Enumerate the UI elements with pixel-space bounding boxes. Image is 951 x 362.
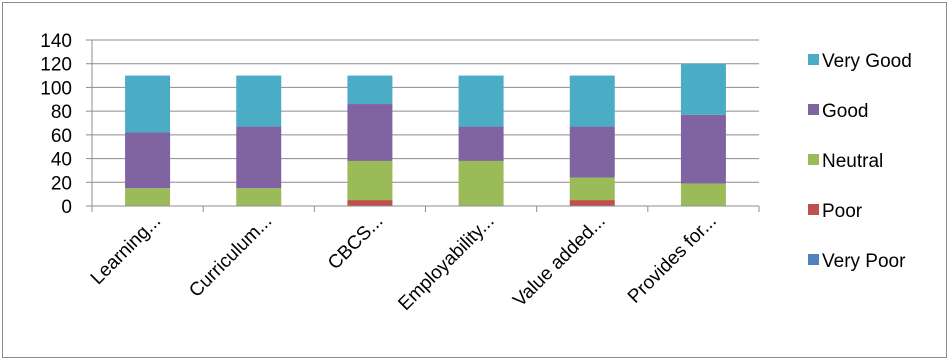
x-category-label: Employability... bbox=[394, 211, 498, 315]
y-tick-label: 20 bbox=[51, 173, 72, 194]
legend-label: Very Poor bbox=[822, 251, 906, 272]
bar-segment-good bbox=[569, 126, 615, 178]
bar-segment-neutral bbox=[236, 188, 282, 206]
y-tick-label: 140 bbox=[40, 31, 72, 52]
x-category-label: Curriculum... bbox=[185, 211, 276, 302]
bar-segment-poor bbox=[347, 200, 393, 206]
y-tick-label: 60 bbox=[51, 126, 72, 147]
bar-segment-neutral bbox=[680, 183, 726, 206]
bar-segment-good bbox=[125, 132, 171, 189]
bar-segment-neutral bbox=[458, 160, 504, 206]
y-tick-label: 0 bbox=[61, 197, 72, 218]
bar-segment-very-good bbox=[458, 75, 504, 127]
bar-segment-poor bbox=[569, 200, 615, 206]
bars bbox=[125, 63, 726, 206]
x-category-label: Provides for... bbox=[624, 211, 721, 308]
bar-segment-very-good bbox=[236, 75, 282, 127]
bar-segment-good bbox=[236, 126, 282, 189]
bar-segment-very-good bbox=[569, 75, 615, 127]
legend-label: Poor bbox=[822, 201, 863, 222]
legend-swatch bbox=[808, 104, 819, 115]
legend-swatch bbox=[808, 254, 819, 265]
bar-segment-good bbox=[347, 104, 393, 161]
gridlines bbox=[92, 39, 759, 183]
bar-segment-very-good bbox=[680, 63, 726, 115]
legend: Very Good Good Neutral Poor Very Poor bbox=[808, 51, 912, 272]
y-tick-label: 120 bbox=[40, 55, 72, 76]
x-category-label: Value added... bbox=[509, 211, 610, 312]
y-tick-label: 100 bbox=[40, 78, 72, 99]
legend-swatch bbox=[808, 54, 819, 65]
legend-label: Good bbox=[822, 101, 868, 122]
x-category-label: Learning... bbox=[87, 211, 165, 289]
legend-label: Neutral bbox=[822, 151, 883, 172]
legend-label: Very Good bbox=[822, 51, 912, 72]
x-category-label: CBCS... bbox=[324, 211, 387, 274]
legend-swatch bbox=[808, 204, 819, 215]
y-tick-label: 80 bbox=[51, 102, 72, 123]
bar-segment-neutral bbox=[569, 177, 615, 201]
bar-segment-neutral bbox=[125, 188, 171, 206]
bar-segment-good bbox=[680, 114, 726, 184]
bar-segment-neutral bbox=[347, 160, 393, 201]
bar-segment-very-good bbox=[125, 75, 171, 133]
y-tick-label: 40 bbox=[51, 150, 72, 171]
bar-segment-very-good bbox=[347, 75, 393, 105]
legend-swatch bbox=[808, 154, 819, 165]
axes bbox=[86, 39, 760, 212]
x-category-labels: Learning... Curriculum... CBCS... Employabi… bbox=[87, 211, 721, 315]
bar-segment-good bbox=[458, 126, 504, 161]
